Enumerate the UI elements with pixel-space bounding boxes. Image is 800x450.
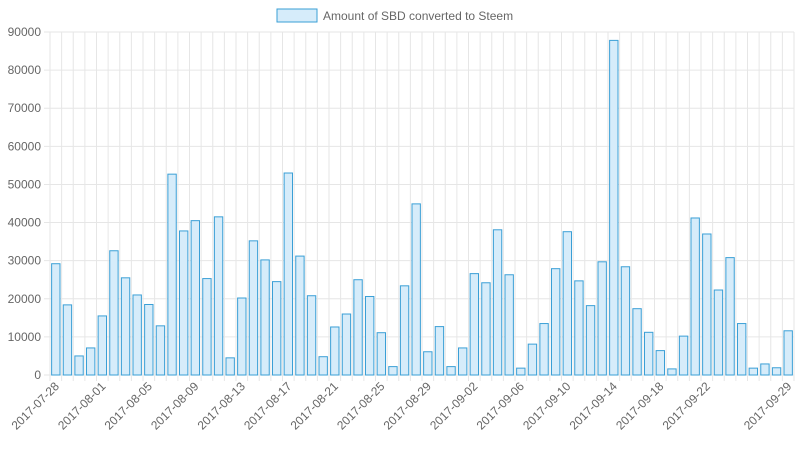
bar[interactable] [632,308,642,376]
bar[interactable] [74,355,84,376]
bar[interactable] [353,279,363,376]
bar[interactable] [388,366,398,376]
bar[interactable] [702,233,712,376]
x-tick-label: 2017-09-06 [474,379,528,433]
bar[interactable] [492,229,503,376]
x-tick-label: 2017-08-01 [55,379,109,433]
bar[interactable] [562,231,572,376]
bar[interactable] [365,295,375,376]
bar[interactable] [318,356,328,376]
y-tick-label: 80000 [8,63,42,77]
bar[interactable] [411,203,421,376]
legend-label[interactable]: Amount of SBD converted to Steem [323,9,513,23]
y-tick-label: 30000 [8,254,42,268]
bar[interactable] [62,304,73,376]
x-tick-label: 2017-08-21 [288,379,342,433]
y-tick-label: 50000 [8,177,42,191]
x-tick-label: 2017-09-29 [741,379,795,433]
bar[interactable] [237,297,247,376]
y-tick-label: 20000 [8,292,42,306]
bar[interactable] [574,280,584,376]
bar[interactable] [527,343,538,376]
bar[interactable] [551,268,561,376]
bar[interactable] [167,173,177,376]
bar[interactable] [179,230,189,376]
x-tick-label: 2017-08-25 [334,379,388,433]
bar[interactable] [272,281,282,376]
bar[interactable] [597,261,607,376]
x-tick-label: 2017-09-02 [427,379,481,433]
bar[interactable] [120,277,131,376]
bar[interactable] [760,363,770,376]
x-tick-label: 2017-09-18 [613,379,667,433]
x-tick-label: 2017-08-13 [195,379,249,433]
bar[interactable] [51,263,61,376]
x-tick-label: 2017-08-09 [148,379,202,433]
bar[interactable] [144,303,154,376]
y-axis: 0 10000 20000 30000 40000 50000 60000 70000 8000… [8,25,42,382]
bar[interactable] [620,266,631,376]
bar[interactable] [737,323,747,376]
y-tick-label: 40000 [8,216,42,230]
legend-swatch[interactable] [276,8,318,23]
bar[interactable] [504,274,514,376]
x-tick-label: 2017-09-14 [567,379,621,433]
bar[interactable] [644,331,654,376]
y-tick-label: 90000 [8,25,42,39]
bar[interactable] [109,250,119,376]
bar[interactable] [725,257,735,376]
bar[interactable] [225,357,235,376]
bar[interactable] [771,367,782,376]
bar[interactable] [190,220,200,376]
bar[interactable] [585,305,596,376]
bar[interactable] [341,313,352,376]
x-tick-label: 2017-07-28 [9,379,63,433]
bar[interactable] [155,325,166,376]
bar[interactable] [446,366,456,376]
bar[interactable] [481,282,491,376]
x-tick-label: 2017-08-17 [241,379,295,433]
bar[interactable] [539,323,549,376]
bar[interactable] [97,315,107,376]
bar[interactable] [202,278,212,376]
bar[interactable] [655,350,665,376]
bar[interactable] [330,326,340,376]
bars [51,39,793,376]
x-tick-label: 2017-08-05 [102,379,156,433]
bar[interactable] [516,367,526,376]
bar[interactable] [690,217,700,376]
bar[interactable] [678,335,689,376]
bar[interactable] [609,39,619,376]
bar[interactable] [783,330,793,376]
bar[interactable] [434,326,445,376]
bar[interactable] [376,332,386,376]
bar[interactable] [86,347,96,376]
bar[interactable] [713,289,724,376]
x-tick-label: 2017-09-22 [660,379,714,433]
x-axis: 2017-07-282017-08-012017-08-052017-08-09… [9,379,795,433]
bar[interactable] [306,295,317,376]
legend[interactable]: Amount of SBD converted to Steem [276,8,513,23]
x-tick-label: 2017-08-29 [381,379,435,433]
bar[interactable] [132,294,142,376]
y-tick-label: 60000 [8,139,42,153]
y-tick-label: 70000 [8,101,42,115]
bar[interactable] [667,368,677,376]
y-tick-label: 0 [34,368,41,382]
y-tick-label: 10000 [8,330,42,344]
bar[interactable] [423,351,433,376]
bar[interactable] [260,259,270,376]
bar[interactable] [213,216,224,376]
bar[interactable] [458,347,468,376]
x-tick-label: 2017-09-10 [520,379,574,433]
bar[interactable] [399,285,410,376]
bar[interactable] [295,255,305,376]
bar[interactable] [469,273,479,376]
bar[interactable] [248,240,259,376]
bar[interactable] [283,172,293,376]
bar[interactable] [748,367,758,376]
